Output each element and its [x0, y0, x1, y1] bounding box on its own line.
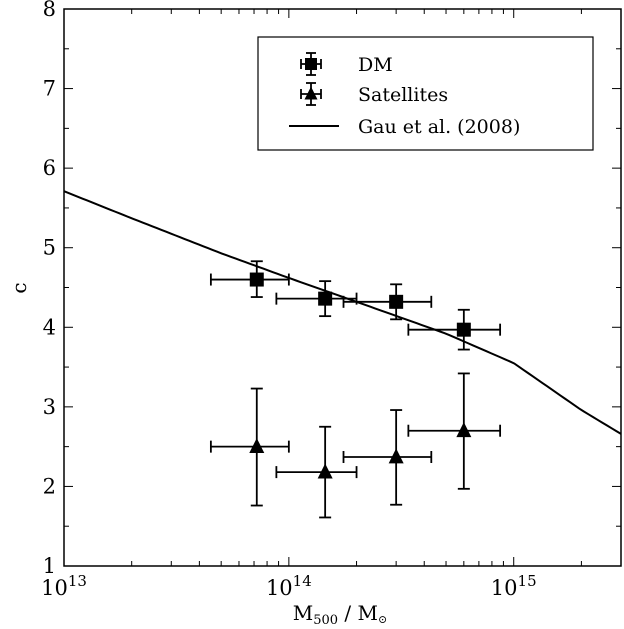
- marker-group: [249, 272, 472, 479]
- gau-2008-line: [63, 190, 622, 435]
- dm-marker: [389, 294, 404, 309]
- satellite-marker: [317, 463, 333, 479]
- legend-swatch-satellites: [300, 82, 322, 106]
- y-tick-label: 2: [43, 474, 56, 498]
- legend-swatch-dm: [300, 52, 322, 76]
- curve-group: [63, 190, 622, 435]
- x-tick-label: 1014: [266, 572, 312, 600]
- y-tick-label: 5: [43, 236, 56, 260]
- x-tick-label: 1013: [41, 572, 87, 600]
- y-tick-label: 1: [43, 554, 56, 578]
- x-tick-label: 1015: [491, 572, 537, 600]
- dm-marker: [318, 291, 333, 306]
- plot-frame: [63, 8, 622, 567]
- satellite-marker: [249, 438, 265, 454]
- y-tick-label: 8: [43, 0, 56, 21]
- x-axis-label: M500 / M⊙: [293, 601, 387, 628]
- legend: DM Satellites Gau et al. (2008): [257, 36, 594, 151]
- y-tick-label: 6: [43, 156, 56, 180]
- dm-marker: [456, 322, 471, 337]
- x-tick-label-group: 1013 1014 1015: [41, 572, 537, 600]
- y-tick-label: 4: [43, 315, 56, 339]
- y-tick-label: 3: [43, 395, 56, 419]
- legend-label-gau: Gau et al. (2008): [358, 116, 520, 138]
- legend-satellite-marker: [304, 86, 318, 100]
- y-axis-label: c: [7, 282, 31, 293]
- legend-label-dm: DM: [358, 54, 393, 76]
- y-tick-label-group: 1 2 3 4 5 6 7 8: [43, 0, 56, 578]
- dm-marker: [249, 272, 264, 287]
- satellite-marker: [456, 422, 472, 438]
- legend-label-satellites: Satellites: [358, 84, 448, 106]
- y-tick-label: 7: [43, 77, 56, 101]
- satellite-marker: [388, 448, 404, 464]
- errorbar-group: [209, 260, 502, 519]
- legend-dm-marker: [305, 58, 317, 70]
